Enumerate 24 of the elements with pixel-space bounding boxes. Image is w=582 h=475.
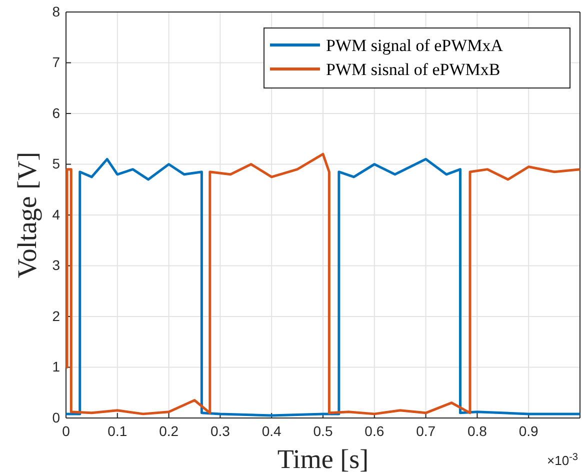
y-tick-label: 1 [52, 358, 60, 375]
y-tick-label: 6 [52, 104, 60, 121]
y-tick-label: 5 [52, 156, 60, 172]
x-tick-label: 0.5 [313, 422, 333, 439]
x-tick-label: 0.9 [518, 422, 539, 439]
x-tick-label: 0.7 [416, 422, 436, 439]
x-tick-label: 0.4 [262, 422, 282, 439]
x-tick-label: 0.6 [364, 422, 384, 439]
x-tick-label: 0.3 [210, 422, 230, 439]
x-tick-label: 0.1 [108, 422, 128, 439]
y-tick-label: 4 [52, 206, 60, 222]
text: ×10$^{-3}$ [547, 452, 578, 468]
y-tick-label: 7 [52, 54, 60, 70]
legend-label: PWM signal of ePWMxA [326, 36, 504, 55]
x-tick-label: 0.8 [467, 422, 488, 439]
y-tick-label: 3 [52, 257, 60, 274]
y-tick-label: 0 [52, 409, 60, 426]
x-tick-label: 0.2 [159, 422, 179, 439]
legend-label: PWM sisnal of ePWMxB [326, 60, 500, 79]
y-tick-label: 2 [52, 308, 60, 324]
y-axis-title: Voltage [V] [12, 152, 42, 278]
y-tick-label: 8 [52, 3, 60, 20]
x-tick-label: 0 [62, 422, 70, 439]
x-axis-title: Time [s] [277, 444, 369, 474]
